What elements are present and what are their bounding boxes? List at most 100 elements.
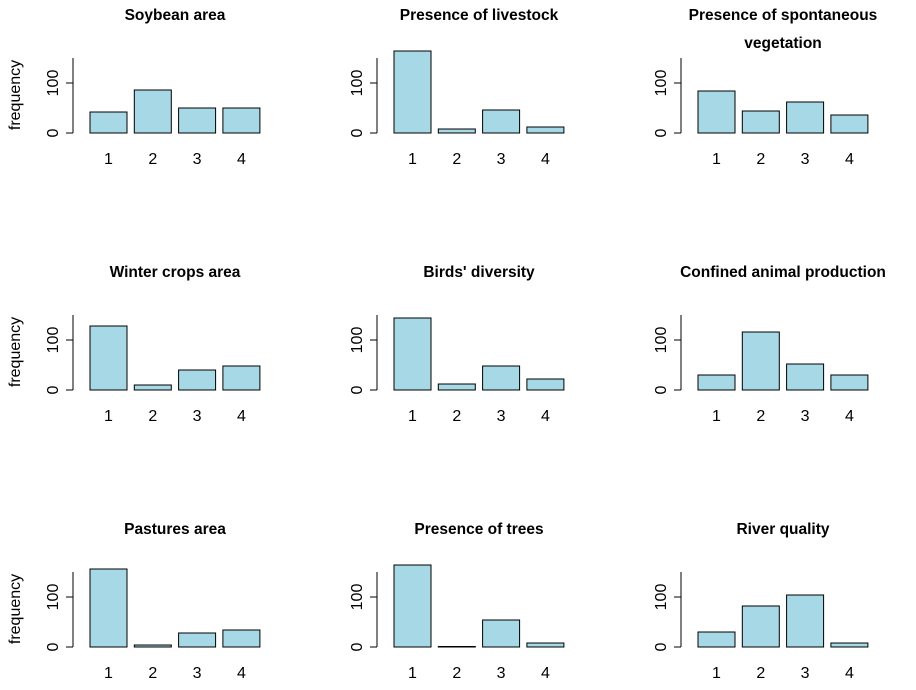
bar: [222, 365, 261, 391]
bar: [178, 107, 217, 134]
bar: [741, 331, 780, 391]
bar: [697, 90, 736, 134]
bar: [786, 101, 825, 134]
bar: [178, 632, 217, 648]
x-tick-label: 1: [408, 408, 417, 425]
bar: [830, 114, 869, 134]
x-tick-label: 4: [541, 408, 550, 425]
x-tick-label: 4: [541, 665, 550, 682]
x-tick-label: 2: [148, 408, 157, 425]
bar: [133, 89, 172, 134]
bar: [482, 365, 521, 391]
bar: [482, 109, 521, 134]
bar: [526, 642, 565, 648]
y-axis-label: frequency: [7, 60, 24, 130]
y-tick-label: 100: [653, 70, 670, 97]
x-tick-label: 2: [452, 408, 461, 425]
bar: [786, 594, 825, 648]
x-tick-label: 3: [801, 665, 810, 682]
y-tick-label: 0: [45, 642, 62, 651]
x-tick-label: 2: [756, 151, 765, 168]
chart-title: Soybean area: [124, 7, 226, 24]
bar: [393, 317, 432, 391]
bar: [786, 363, 825, 391]
x-tick-label: 3: [193, 408, 202, 425]
bar: [89, 325, 128, 391]
x-tick-label: 4: [541, 151, 550, 168]
y-tick-label: 100: [45, 584, 62, 611]
y-tick-label: 100: [653, 327, 670, 354]
bar: [222, 629, 261, 648]
bar: [89, 111, 128, 134]
y-tick-label: 0: [653, 385, 670, 394]
bar: [393, 50, 432, 134]
y-tick-label: 0: [653, 128, 670, 137]
bar: [482, 619, 521, 648]
y-tick-label: 100: [45, 70, 62, 97]
y-tick-label: 0: [349, 642, 366, 651]
y-tick-label: 0: [45, 385, 62, 394]
bar: [526, 378, 565, 391]
x-tick-label: 2: [452, 151, 461, 168]
chart-title: Presence of spontaneous vegetation: [688, 7, 878, 52]
y-tick-label: 0: [653, 642, 670, 651]
x-tick-label: 2: [148, 151, 157, 168]
bar: [89, 568, 128, 648]
y-tick-label: 0: [349, 128, 366, 137]
bar: [830, 642, 869, 648]
chart-title: Presence of trees: [414, 521, 544, 538]
bar: [741, 110, 780, 134]
x-tick-label: 1: [712, 151, 721, 168]
bar: [830, 374, 869, 391]
y-tick-label: 100: [349, 584, 366, 611]
bar: [437, 646, 476, 648]
bar: [133, 384, 172, 391]
x-tick-label: 4: [237, 408, 246, 425]
y-tick-label: 100: [349, 327, 366, 354]
x-tick-label: 1: [408, 151, 417, 168]
x-tick-label: 1: [408, 665, 417, 682]
x-tick-label: 2: [452, 665, 461, 682]
x-tick-label: 1: [104, 151, 113, 168]
chart-title: Winter crops area: [109, 264, 241, 281]
chart-title: Pastures area: [124, 521, 226, 538]
chart-title: River quality: [736, 521, 830, 538]
bar: [437, 128, 476, 134]
x-tick-label: 3: [497, 665, 506, 682]
x-tick-label: 4: [237, 665, 246, 682]
x-tick-label: 4: [845, 408, 854, 425]
x-tick-label: 3: [193, 665, 202, 682]
bar: [178, 369, 217, 391]
bar: [697, 631, 736, 648]
y-tick-label: 100: [653, 584, 670, 611]
x-tick-label: 2: [148, 665, 157, 682]
x-tick-label: 3: [497, 151, 506, 168]
y-tick-label: 100: [45, 327, 62, 354]
x-tick-label: 3: [193, 151, 202, 168]
x-tick-label: 2: [756, 408, 765, 425]
x-tick-label: 1: [104, 408, 113, 425]
y-axis-label: frequency: [7, 574, 24, 644]
chart-title: Birds' diversity: [423, 264, 535, 281]
y-tick-label: 0: [45, 128, 62, 137]
x-tick-label: 4: [237, 151, 246, 168]
x-tick-label: 3: [497, 408, 506, 425]
x-tick-label: 2: [756, 665, 765, 682]
bar: [526, 126, 565, 134]
bar: [697, 374, 736, 391]
x-tick-label: 3: [801, 408, 810, 425]
y-axis-label: frequency: [7, 317, 24, 387]
y-tick-label: 100: [349, 70, 366, 97]
x-tick-label: 1: [104, 665, 113, 682]
x-tick-label: 3: [801, 151, 810, 168]
bar: [437, 383, 476, 391]
bar: [222, 107, 261, 134]
bar: [741, 605, 780, 648]
x-tick-label: 4: [845, 151, 854, 168]
bar: [133, 644, 172, 648]
chart-title: Presence of livestock: [399, 7, 559, 24]
bar: [393, 564, 432, 648]
chart-title: Confined animal production: [680, 264, 886, 281]
